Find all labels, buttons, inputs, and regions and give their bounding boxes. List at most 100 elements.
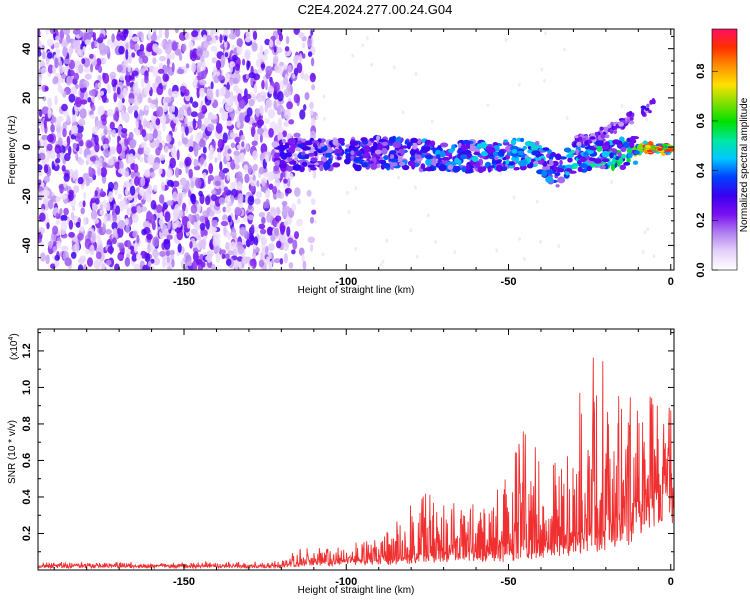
faint-cell <box>652 254 656 259</box>
noise-cell <box>217 138 224 149</box>
noise-cell <box>263 49 269 56</box>
noise-cell <box>96 58 102 67</box>
faint-cell <box>565 116 569 121</box>
signal-cell <box>480 141 487 149</box>
signal-cell <box>491 158 496 165</box>
noise-cell <box>210 81 214 90</box>
noise-cell <box>94 190 98 197</box>
signal-cell <box>440 142 449 148</box>
noise-cell <box>282 64 288 70</box>
noise-cell <box>70 211 75 220</box>
noise-cell <box>140 142 147 148</box>
noise-cell <box>164 65 168 75</box>
noise-cell <box>73 72 80 81</box>
faint-cell <box>641 250 645 254</box>
noise-cell <box>199 70 207 80</box>
noise-cell <box>68 93 76 103</box>
noise-cell <box>251 140 258 147</box>
noise-cell <box>277 91 284 102</box>
noise-cell <box>56 132 62 139</box>
faint-cell <box>535 199 539 204</box>
noise-cell <box>121 128 128 134</box>
noise-cell <box>159 210 164 222</box>
noise-cell <box>300 70 305 80</box>
noise-cell <box>164 145 169 153</box>
noise-cell <box>206 89 213 101</box>
noise-cell <box>52 116 57 123</box>
noise-cell <box>242 58 246 66</box>
signal-cell <box>289 160 295 165</box>
noise-cell <box>206 207 211 217</box>
signal-cell <box>596 145 603 152</box>
noise-cell <box>151 99 159 105</box>
signal-cell <box>530 145 539 151</box>
noise-cell <box>302 260 307 270</box>
noise-cell <box>228 32 237 40</box>
signal-cell <box>588 157 597 162</box>
signal-cell <box>601 152 610 158</box>
signal-cell <box>547 149 552 155</box>
noise-cell <box>131 36 140 42</box>
noise-cell <box>185 126 189 136</box>
faint-cell <box>346 190 349 195</box>
noise-cell <box>164 29 169 39</box>
y-tick-label: 0.8 <box>21 416 33 431</box>
branch-cell <box>576 141 582 147</box>
signal-cell <box>389 150 397 155</box>
noise-cell <box>100 166 107 178</box>
noise-cell <box>127 105 134 114</box>
signal-cell <box>332 162 341 168</box>
noise-cell <box>49 150 56 160</box>
noise-cell <box>211 57 217 64</box>
signal-cell <box>369 137 375 142</box>
noise-cell <box>192 101 199 108</box>
noise-cell <box>153 184 158 192</box>
noise-cell <box>144 85 149 96</box>
noise-cell <box>75 152 79 161</box>
noise-cell <box>225 72 230 78</box>
noise-cell <box>296 218 303 226</box>
noise-cell <box>156 204 163 214</box>
noise-cell <box>54 95 58 105</box>
branch-cell <box>646 103 650 108</box>
signal-cell <box>402 164 410 171</box>
noise-cell <box>247 214 254 221</box>
faint-cell <box>414 71 418 76</box>
noise-cell <box>54 144 61 154</box>
noise-cell <box>273 46 277 53</box>
noise-cell <box>255 109 260 118</box>
faint-cell <box>314 219 317 224</box>
noise-cell <box>273 100 277 110</box>
faint-cell <box>347 210 351 214</box>
noise-cell <box>116 125 123 136</box>
noise-cell <box>91 41 95 50</box>
signal-cell <box>284 142 290 147</box>
signal-cell <box>513 167 519 171</box>
y-tick-label: 40 <box>21 43 33 55</box>
noise-cell <box>117 100 123 111</box>
signal-cell <box>448 154 453 160</box>
noise-cell <box>304 92 310 101</box>
noise-cell <box>172 180 180 187</box>
noise-cell <box>134 43 140 51</box>
noise-cell <box>62 140 68 147</box>
y-tick-label: 20 <box>21 92 33 104</box>
spectrogram-y-ticks: -40 -20 0 20 40 <box>21 35 674 271</box>
noise-cell <box>131 254 138 262</box>
branch-cell <box>629 117 633 121</box>
noise-cell <box>127 65 131 73</box>
noise-cell <box>208 163 214 174</box>
noise-cell <box>306 189 312 197</box>
noise-cell <box>229 231 237 237</box>
signal-cell <box>626 158 631 163</box>
noise-cell <box>224 253 230 259</box>
noise-cell <box>281 111 285 120</box>
noise-cell <box>83 264 87 270</box>
noise-cell <box>111 129 116 138</box>
noise-cell <box>206 252 212 264</box>
noise-cell <box>188 40 194 50</box>
noise-cell <box>235 29 241 38</box>
noise-cell <box>202 146 207 154</box>
noise-cell <box>144 169 151 178</box>
noise-cell <box>91 104 96 112</box>
